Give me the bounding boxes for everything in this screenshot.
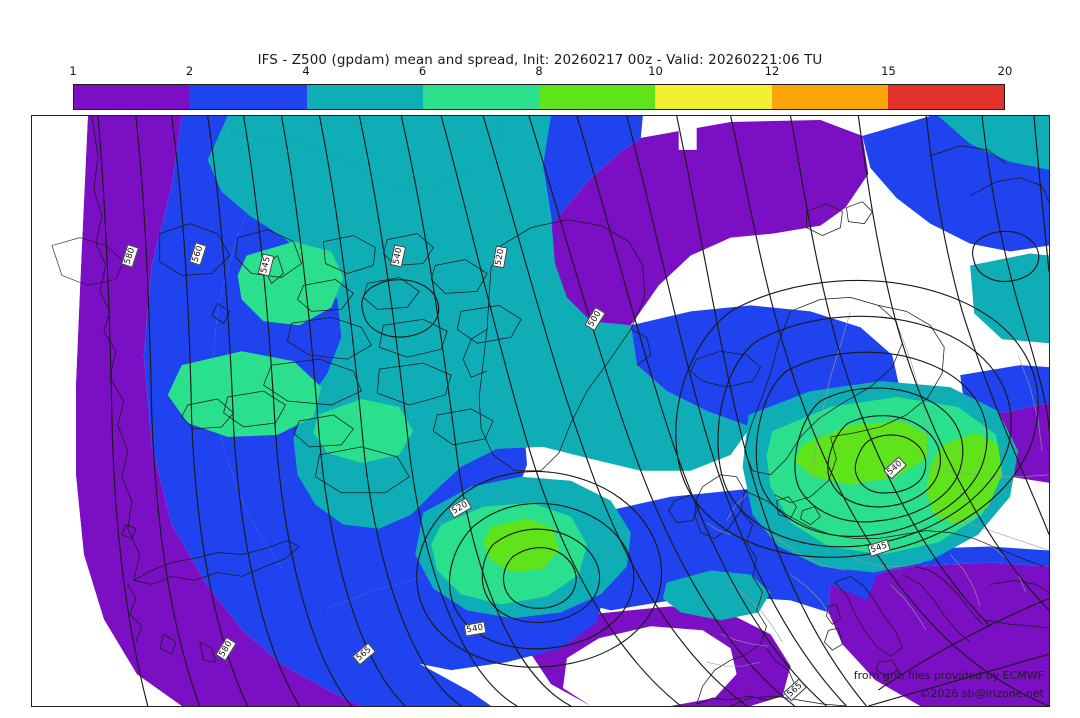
colorbar-tick-6: 6 <box>418 64 427 78</box>
no-spread-region <box>32 116 737 706</box>
colorbar-tick-labels: 1 2 4 6 8 10 12 15 20 <box>69 64 1012 80</box>
colorbar-segment-8-10 <box>539 85 656 109</box>
credit-source: from grib files provided by ECMWF <box>853 669 1044 682</box>
map-canvas <box>32 116 1049 706</box>
coastlines <box>51 116 1049 706</box>
credit-copyright: ©2026 sb@irizone.net <box>919 687 1044 700</box>
colorbar-segment-1-2 <box>74 85 191 109</box>
country-borders <box>706 311 1049 667</box>
map-panel[interactable]: 5805605455405205005205405805655455405655… <box>31 115 1050 707</box>
colorbar-tick-12: 12 <box>764 64 780 78</box>
colorbar-tick-8: 8 <box>535 64 543 78</box>
colorbar-tick-15: 15 <box>881 64 896 78</box>
colorbar-tick-10: 10 <box>648 64 663 78</box>
colorbar-tick-4: 4 <box>302 64 310 78</box>
colorbar-segment-2-4 <box>190 85 307 109</box>
colorbar-segment-6-8 <box>422 85 539 109</box>
colorbar: 1 2 4 6 8 10 12 15 20 <box>69 64 1012 110</box>
colorbar-segment-4-6 <box>306 85 423 109</box>
colorbar-segment-15-20 <box>887 85 1004 109</box>
page-title: IFS - Z500 (gpdam) mean and spread, Init… <box>257 52 823 68</box>
colorbar-tick-1: 1 <box>69 64 77 78</box>
colorbar-segment-12-15 <box>771 85 888 109</box>
colorbar-tick-2: 2 <box>185 64 194 78</box>
colorbar-tick-20: 20 <box>997 64 1013 78</box>
z500-mean-contours <box>97 116 1049 706</box>
colorbar-segment-10-12 <box>655 85 772 109</box>
colorbar-gradient <box>73 84 1005 110</box>
